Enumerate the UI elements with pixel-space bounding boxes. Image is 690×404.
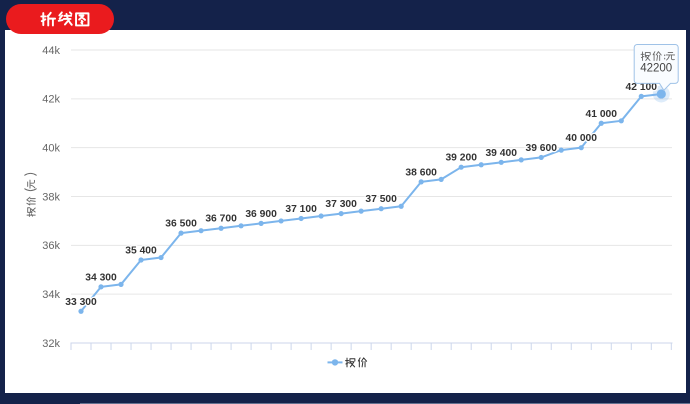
svg-text:44k: 44k xyxy=(42,45,60,57)
svg-text:39 600: 39 600 xyxy=(525,143,557,154)
svg-text:37 100: 37 100 xyxy=(285,204,317,215)
svg-text:38 600: 38 600 xyxy=(405,167,437,178)
svg-text:32k: 32k xyxy=(42,338,60,350)
svg-text:34k: 34k xyxy=(42,289,60,301)
svg-text:42 100: 42 100 xyxy=(626,82,658,93)
svg-text:37 300: 37 300 xyxy=(325,199,357,210)
svg-text:36 900: 36 900 xyxy=(245,209,277,220)
svg-text:36 500: 36 500 xyxy=(165,219,197,230)
svg-text:36k: 36k xyxy=(42,240,60,252)
svg-text:40 000: 40 000 xyxy=(566,133,598,144)
svg-text:38k: 38k xyxy=(42,191,60,203)
svg-text:33 300: 33 300 xyxy=(65,297,97,308)
svg-text:35 400: 35 400 xyxy=(125,245,157,256)
svg-text:39 200: 39 200 xyxy=(445,153,477,164)
svg-text:36 700: 36 700 xyxy=(205,214,237,225)
svg-text:42200: 42200 xyxy=(640,63,672,75)
svg-text:42k: 42k xyxy=(42,94,60,106)
svg-text:40k: 40k xyxy=(42,142,60,154)
svg-text:39 400: 39 400 xyxy=(485,148,517,159)
svg-text:34 300: 34 300 xyxy=(85,272,117,283)
svg-text:41 000: 41 000 xyxy=(586,109,618,120)
svg-text:37 500: 37 500 xyxy=(365,194,397,205)
